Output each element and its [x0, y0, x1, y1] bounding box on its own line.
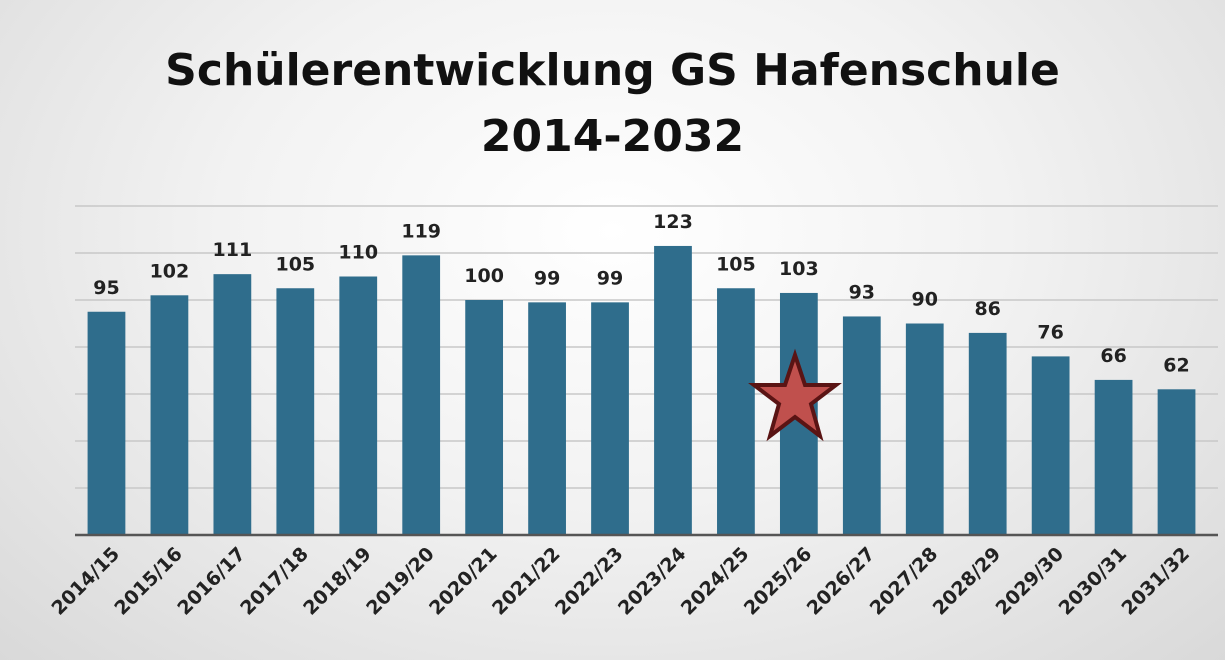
bar — [654, 245, 692, 535]
data-label: 62 — [1163, 354, 1189, 376]
bar — [1157, 389, 1196, 535]
data-label: 110 — [338, 242, 378, 264]
x-tick-label: 2022/23 — [551, 543, 628, 620]
bar — [402, 255, 441, 535]
data-label: 99 — [534, 267, 560, 289]
x-tick-label: 2018/19 — [299, 543, 376, 620]
data-label: 93 — [849, 281, 875, 303]
bar — [968, 332, 1007, 535]
x-tick-label: 2019/20 — [362, 543, 439, 620]
x-tick-label: 2028/29 — [929, 543, 1006, 620]
x-tick-label: 2016/17 — [173, 543, 250, 620]
star-annotation — [748, 348, 842, 442]
x-tick-label: 2021/22 — [488, 543, 565, 620]
data-label: 66 — [1100, 345, 1126, 367]
data-label: 103 — [779, 258, 819, 280]
bar — [276, 288, 315, 535]
bar — [528, 302, 566, 535]
bar — [905, 323, 944, 535]
x-tick-label: 2015/16 — [110, 543, 187, 620]
bar — [465, 300, 504, 535]
bar — [1094, 379, 1133, 535]
x-tick-label: 2031/32 — [1118, 543, 1195, 620]
bar — [591, 302, 629, 535]
data-label: 119 — [401, 220, 441, 242]
plot-area: 95 2014/15 102 2015/16 111 2016/17 105 2017/18 1… — [47, 205, 1218, 620]
x-tick-label: 2025/26 — [740, 543, 817, 620]
bar — [842, 316, 881, 535]
data-label: 95 — [93, 277, 119, 299]
bar — [150, 295, 189, 535]
bar — [717, 288, 755, 535]
bar — [339, 276, 378, 535]
bar — [1031, 356, 1070, 535]
x-tick-label: 2027/28 — [866, 543, 943, 620]
data-label: 105 — [716, 253, 756, 275]
data-label: 123 — [653, 211, 693, 233]
x-tick-label: 2017/18 — [236, 543, 313, 620]
data-label: 100 — [464, 265, 504, 287]
data-label: 76 — [1037, 321, 1063, 343]
x-tick-label: 2014/15 — [47, 543, 124, 620]
data-label: 102 — [150, 260, 190, 282]
data-label: 111 — [213, 239, 253, 261]
x-tick-label: 2026/27 — [803, 543, 880, 620]
x-tick-label: 2020/21 — [425, 543, 502, 620]
data-label: 99 — [597, 267, 623, 289]
x-tick-label: 2029/30 — [992, 543, 1069, 620]
x-tick-label: 2023/24 — [614, 543, 691, 620]
x-tick-label: 2030/31 — [1055, 543, 1132, 620]
data-label: 90 — [912, 289, 938, 311]
chart-title: Schülerentwicklung GS Hafenschule 2014-2… — [165, 45, 1060, 162]
bar — [213, 274, 252, 535]
bar — [87, 311, 126, 535]
x-tick-label: 2024/25 — [677, 543, 754, 620]
data-label: 86 — [974, 298, 1000, 320]
data-label: 105 — [275, 253, 315, 275]
